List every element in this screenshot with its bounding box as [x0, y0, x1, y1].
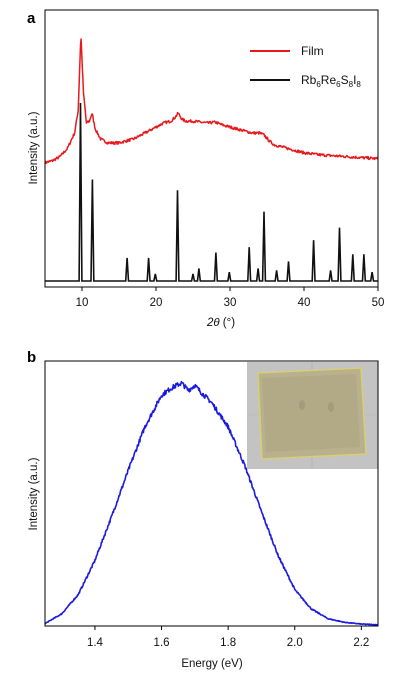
panel-a: a 10 20 30 40 50 Intensity (a.u.) 2θ (°) Fil… [27, 9, 385, 329]
series-film-line [44, 38, 379, 165]
inset-film-mark [299, 400, 305, 410]
x-tick-label: 1.8 [220, 637, 236, 649]
series-pl-line [44, 380, 379, 626]
panel-a-legend: Film Rb6Re6S8I8 [250, 44, 361, 89]
panel-a-x-label-var: 2θ [206, 317, 220, 329]
re-symbol: Re [321, 73, 337, 87]
inset-film-shading [262, 374, 360, 452]
panel-b-x-label: Energy (eV) [181, 658, 243, 670]
x-tick-label: 1.6 [154, 637, 170, 649]
panel-b-x-ticks: 1.4 1.6 1.8 2.0 2.2 [87, 626, 369, 649]
rb-sub: 6 [316, 80, 321, 89]
rb-symbol: Rb [301, 73, 317, 87]
x-tick-label: 50 [372, 297, 385, 309]
s-symbol: S [341, 73, 349, 87]
x-tick-label: 30 [224, 297, 237, 309]
panel-b-plot-area [44, 380, 379, 626]
panel-a-y-label: Intensity (a.u.) [28, 111, 40, 184]
panel-a-plot-area [44, 38, 379, 282]
panel-b-y-label: Intensity (a.u.) [28, 457, 40, 530]
inset-film-mark [328, 402, 334, 412]
panel-b-frame [44, 360, 379, 627]
panel-b: b 1.4 1.6 1.8 2.0 2.2 Intensity (a.u.) Energ… [27, 349, 379, 670]
i-symbol: I [353, 73, 356, 87]
re-sub: 6 [336, 80, 341, 89]
panel-a-x-label: 2θ (°) [206, 317, 235, 329]
x-tick-label: 20 [150, 297, 163, 309]
x-tick-label: 10 [76, 297, 89, 309]
legend-rb-label: Rb6Re6S8I8 [301, 73, 361, 89]
i-sub: 8 [356, 80, 361, 89]
inset-photo [247, 362, 378, 469]
x-tick-label: 2.0 [287, 637, 303, 649]
panel-a-x-ticks: 10 20 30 40 50 [76, 287, 385, 309]
panel-b-label: b [27, 349, 36, 366]
x-tick-label: 1.4 [87, 637, 104, 649]
panel-a-label: a [27, 10, 36, 27]
legend-film-label: Film [301, 44, 324, 58]
x-tick-label: 40 [298, 297, 311, 309]
s-sub: 8 [349, 80, 354, 89]
panel-a-x-label-unit: (°) [220, 317, 236, 329]
panel-a-frame [44, 9, 379, 288]
x-tick-label: 2.2 [353, 637, 369, 649]
series-rb6re6s8i8-line [45, 102, 378, 282]
